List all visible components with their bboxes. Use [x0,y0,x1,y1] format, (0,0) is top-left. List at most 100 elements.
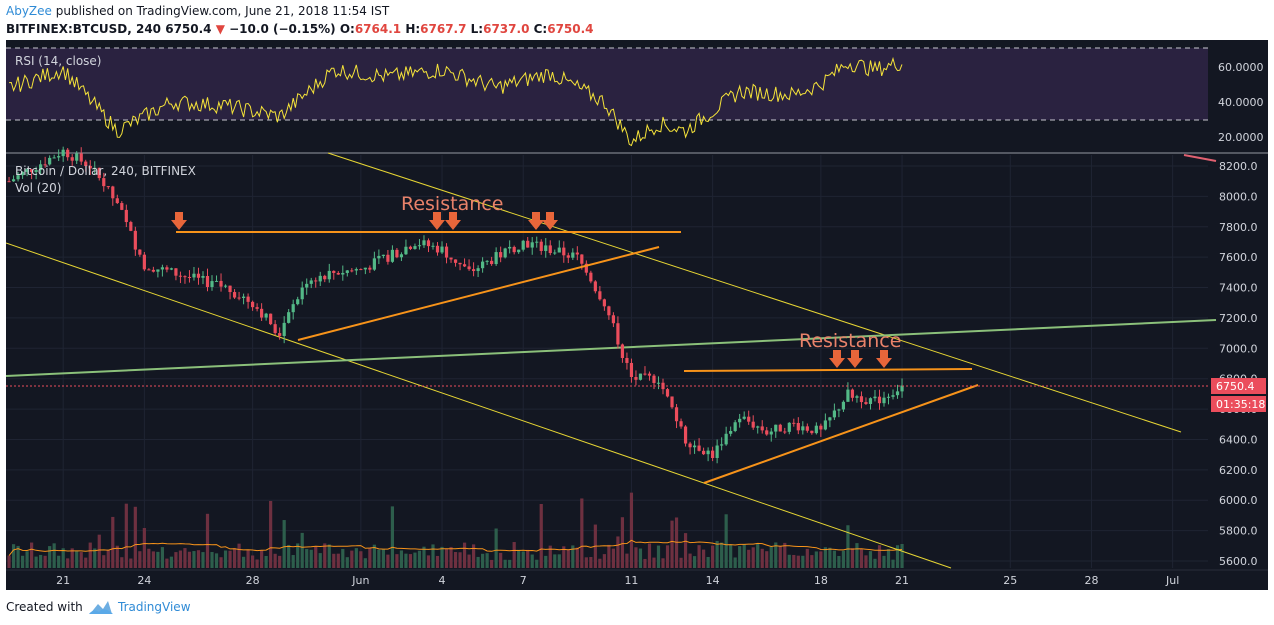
volume-bar [287,544,291,568]
price-tick: 5800.0 [1219,525,1258,538]
volume-bar [720,542,724,568]
volume-bar [832,550,836,568]
tradingview-link[interactable]: TradingView [118,600,191,614]
candle-body [517,249,521,253]
time-axis: 21 24 28 Jun 4 7 11 14 18 21 25 28 Jul [56,574,1179,587]
volume-bar [345,557,349,568]
candle-body [7,181,11,183]
candle-body [643,373,647,375]
volume-bar [264,555,268,568]
volume-bar [490,559,494,568]
volume-bar [756,543,760,568]
candle-body [305,283,309,288]
volume-bar [611,548,615,568]
candle-body [61,149,65,157]
candle-body [530,242,534,248]
volume-bar [557,554,561,568]
chart-svg[interactable]: RSI (14, close) 60.0000 40.0000 20.0000 … [5,40,1268,590]
down-arrow-icon [876,350,892,368]
volume-bar [706,556,710,568]
candle-body [151,269,155,272]
volume-bar [602,554,606,568]
candle-body [287,312,291,323]
volume-bar [408,554,413,568]
price-tick: 7800.0 [1219,221,1258,234]
volume-bar [471,544,476,568]
volume-bar [760,548,764,568]
published-line: AbyZee published on TradingView.com, Jun… [6,4,389,18]
volume-bar [417,550,422,568]
candle-body [864,402,868,404]
candle-body [625,357,629,363]
volume-bar [291,555,295,568]
last-price: 6750.4 [165,22,212,36]
candle-body [30,169,34,172]
volume-bar [223,550,228,568]
candle-body [84,161,88,166]
candle-body [102,178,106,187]
volume-bar [738,546,742,568]
candle-body [652,375,656,383]
volume-bar [900,543,904,568]
volume-bar [783,542,787,568]
time-tick: 4 [439,574,446,587]
countdown-badge-text: 01:35:18 [1216,398,1265,411]
time-tick: 14 [706,574,720,587]
volume-bar [485,553,489,568]
high-label: H: [405,22,421,36]
candle-body [814,425,818,434]
rsi-tick-20: 20.0000 [1218,131,1264,144]
candle-body [138,249,142,255]
candle-body [557,247,561,253]
candle-body [205,275,210,287]
candle-body [426,240,431,247]
change-value: −10.0 (−0.15%) [229,22,336,36]
candle-body [481,261,485,269]
volume-bar [192,551,196,568]
candle-body [440,246,444,253]
volume-bar [323,543,327,568]
candle-body [417,245,422,247]
volume-bar [688,553,692,568]
candle-body [471,269,476,272]
candle-body [647,373,652,376]
candle-body [751,421,755,428]
time-tick: Jun [351,574,369,587]
candle-body [201,275,205,278]
candle-body [665,389,670,397]
rsi-line [9,56,903,147]
candle-body [395,249,399,258]
volume-bar [462,542,467,568]
time-tick: 28 [1084,574,1098,587]
created-with-text: Created with [6,600,83,614]
volume-bar [733,557,737,568]
candle-body [386,254,390,262]
volume-bar [864,555,868,568]
volume-bar [39,554,43,568]
support-line-2 [703,384,979,484]
author-link[interactable]: AbyZee [6,4,52,18]
candle-body [828,417,832,421]
price-panel-title: Bitcoin / Dollar, 240, BITFINEX [15,164,196,178]
candle-body [553,252,557,254]
candle-body [399,254,404,258]
candle-body [327,270,331,280]
candle-body [539,241,543,251]
volume-bar [75,551,79,568]
candle-body [895,391,900,396]
candle-body [66,149,70,158]
volume-bar [499,552,503,568]
open-label: O: [339,22,355,36]
volume-bar [138,551,142,568]
chart-area[interactable]: RSI (14, close) 60.0000 40.0000 20.0000 … [5,40,1268,590]
candle-body [88,165,92,169]
volume-bar [79,552,83,568]
candle-body [165,267,169,270]
time-tick: 7 [520,574,527,587]
candle-body [738,418,742,423]
candle-body [20,171,25,176]
volume-bar [129,558,133,568]
volume-bar [665,545,670,568]
candle-body [341,272,345,275]
volume-bar [643,558,647,568]
